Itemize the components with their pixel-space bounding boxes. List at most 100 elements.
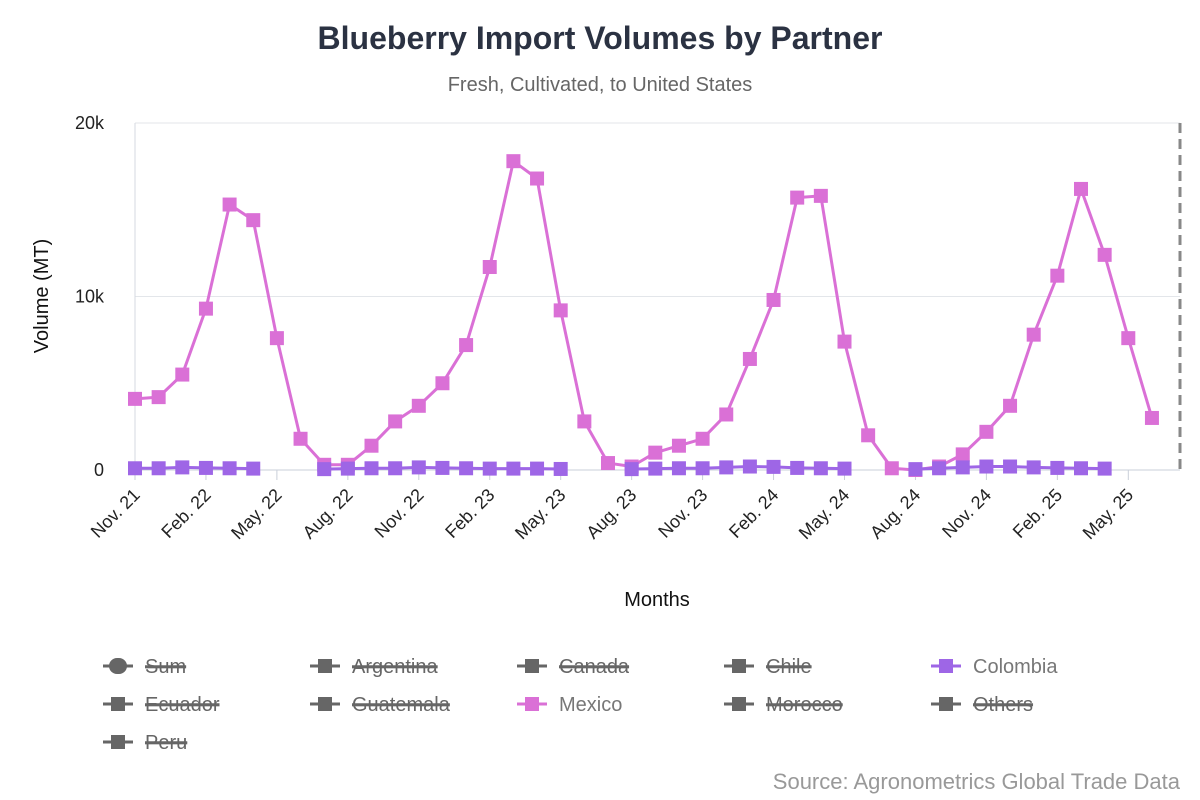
- data-point[interactable]: [742, 459, 757, 474]
- legend-item-sum[interactable]: Sum: [103, 656, 187, 678]
- data-point[interactable]: [955, 447, 970, 462]
- x-tick-label: Nov. 21: [87, 485, 144, 542]
- data-point[interactable]: [459, 338, 474, 353]
- data-point[interactable]: [553, 303, 568, 318]
- legend-label: Canada: [559, 656, 630, 678]
- data-point[interactable]: [624, 462, 639, 477]
- data-point[interactable]: [1097, 461, 1112, 476]
- data-point[interactable]: [128, 391, 142, 406]
- data-point[interactable]: [482, 461, 497, 476]
- data-point[interactable]: [269, 331, 284, 346]
- data-point[interactable]: [695, 431, 710, 446]
- x-tick-label: Feb. 23: [441, 485, 498, 542]
- data-point[interactable]: [695, 461, 710, 476]
- legend-marker: [939, 659, 953, 673]
- data-point[interactable]: [861, 428, 876, 443]
- data-point[interactable]: [1026, 460, 1041, 475]
- legend-item-ecuador[interactable]: Ecuador: [103, 694, 220, 716]
- data-point[interactable]: [908, 462, 923, 477]
- data-point[interactable]: [766, 459, 781, 474]
- data-point[interactable]: [648, 461, 663, 476]
- legend-item-morocco[interactable]: Morocco: [724, 694, 843, 716]
- data-point[interactable]: [955, 460, 970, 475]
- data-point[interactable]: [482, 260, 497, 275]
- data-point[interactable]: [648, 445, 663, 460]
- legend-label: Chile: [766, 656, 812, 678]
- legend-item-peru[interactable]: Peru: [103, 732, 188, 754]
- data-point[interactable]: [601, 456, 615, 471]
- data-point[interactable]: [837, 334, 852, 349]
- data-point[interactable]: [979, 459, 994, 474]
- data-point[interactable]: [719, 407, 734, 422]
- series-line: [134, 159, 1154, 472]
- data-point[interactable]: [766, 292, 781, 307]
- legend-item-argentina[interactable]: Argentina: [310, 656, 438, 678]
- legend-item-mexico[interactable]: Mexico: [517, 694, 622, 716]
- x-tick-label: Aug. 23: [582, 485, 640, 543]
- data-point[interactable]: [1050, 268, 1065, 283]
- legend-item-guatemala[interactable]: Guatemala: [310, 694, 451, 716]
- data-point[interactable]: [222, 197, 237, 212]
- data-point[interactable]: [790, 460, 805, 475]
- data-point[interactable]: [1144, 410, 1159, 425]
- data-point[interactable]: [506, 154, 521, 169]
- data-point[interactable]: [719, 460, 734, 475]
- data-point[interactable]: [1074, 181, 1088, 196]
- data-point[interactable]: [553, 461, 568, 476]
- data-point[interactable]: [222, 461, 237, 476]
- data-point[interactable]: [742, 351, 757, 366]
- data-point[interactable]: [813, 188, 828, 203]
- data-point[interactable]: [435, 376, 450, 391]
- data-point[interactable]: [530, 171, 545, 186]
- legend-item-chile[interactable]: Chile: [724, 656, 812, 678]
- legend-item-canada[interactable]: Canada: [517, 656, 630, 678]
- data-point[interactable]: [813, 461, 828, 476]
- x-tick-label: Feb. 24: [725, 485, 782, 542]
- data-point[interactable]: [175, 367, 190, 382]
- data-point[interactable]: [1050, 460, 1065, 475]
- data-point[interactable]: [246, 213, 261, 228]
- data-point[interactable]: [364, 461, 379, 476]
- data-point[interactable]: [411, 460, 426, 475]
- data-point[interactable]: [506, 461, 521, 476]
- data-point[interactable]: [317, 462, 332, 477]
- legend-label: Sum: [145, 656, 186, 678]
- data-point[interactable]: [1097, 247, 1112, 262]
- x-tick-label: Nov. 23: [654, 485, 711, 542]
- data-point[interactable]: [364, 438, 379, 453]
- data-point[interactable]: [198, 301, 213, 316]
- data-point[interactable]: [388, 461, 403, 476]
- data-point[interactable]: [293, 431, 308, 446]
- data-point[interactable]: [577, 414, 592, 429]
- data-point[interactable]: [435, 460, 450, 475]
- legend-item-colombia[interactable]: Colombia: [931, 656, 1058, 678]
- data-point[interactable]: [790, 190, 805, 205]
- data-point[interactable]: [1003, 459, 1018, 474]
- legend-item-others[interactable]: Others: [931, 694, 1034, 716]
- data-point[interactable]: [1003, 398, 1018, 413]
- x-tick-label: May. 23: [511, 485, 569, 543]
- data-point[interactable]: [459, 461, 474, 476]
- y-axis-ticks: 0 10k 20k: [75, 113, 105, 480]
- data-point[interactable]: [175, 460, 190, 475]
- data-point[interactable]: [1074, 461, 1088, 476]
- data-point[interactable]: [128, 461, 142, 476]
- data-point[interactable]: [837, 461, 852, 476]
- data-point[interactable]: [979, 424, 994, 439]
- data-point[interactable]: [932, 461, 947, 476]
- data-point[interactable]: [246, 461, 261, 476]
- data-point[interactable]: [411, 398, 426, 413]
- data-point[interactable]: [198, 460, 213, 475]
- legend-marker: [111, 697, 125, 711]
- data-point[interactable]: [151, 390, 166, 405]
- data-point[interactable]: [530, 461, 545, 476]
- data-point[interactable]: [671, 438, 686, 453]
- data-point[interactable]: [340, 461, 355, 476]
- data-point[interactable]: [671, 461, 686, 476]
- x-tick-label: Nov. 24: [938, 485, 995, 542]
- data-point[interactable]: [388, 414, 403, 429]
- data-point[interactable]: [1026, 327, 1041, 342]
- data-point[interactable]: [884, 461, 899, 476]
- data-point[interactable]: [1121, 331, 1136, 346]
- data-point[interactable]: [151, 461, 166, 476]
